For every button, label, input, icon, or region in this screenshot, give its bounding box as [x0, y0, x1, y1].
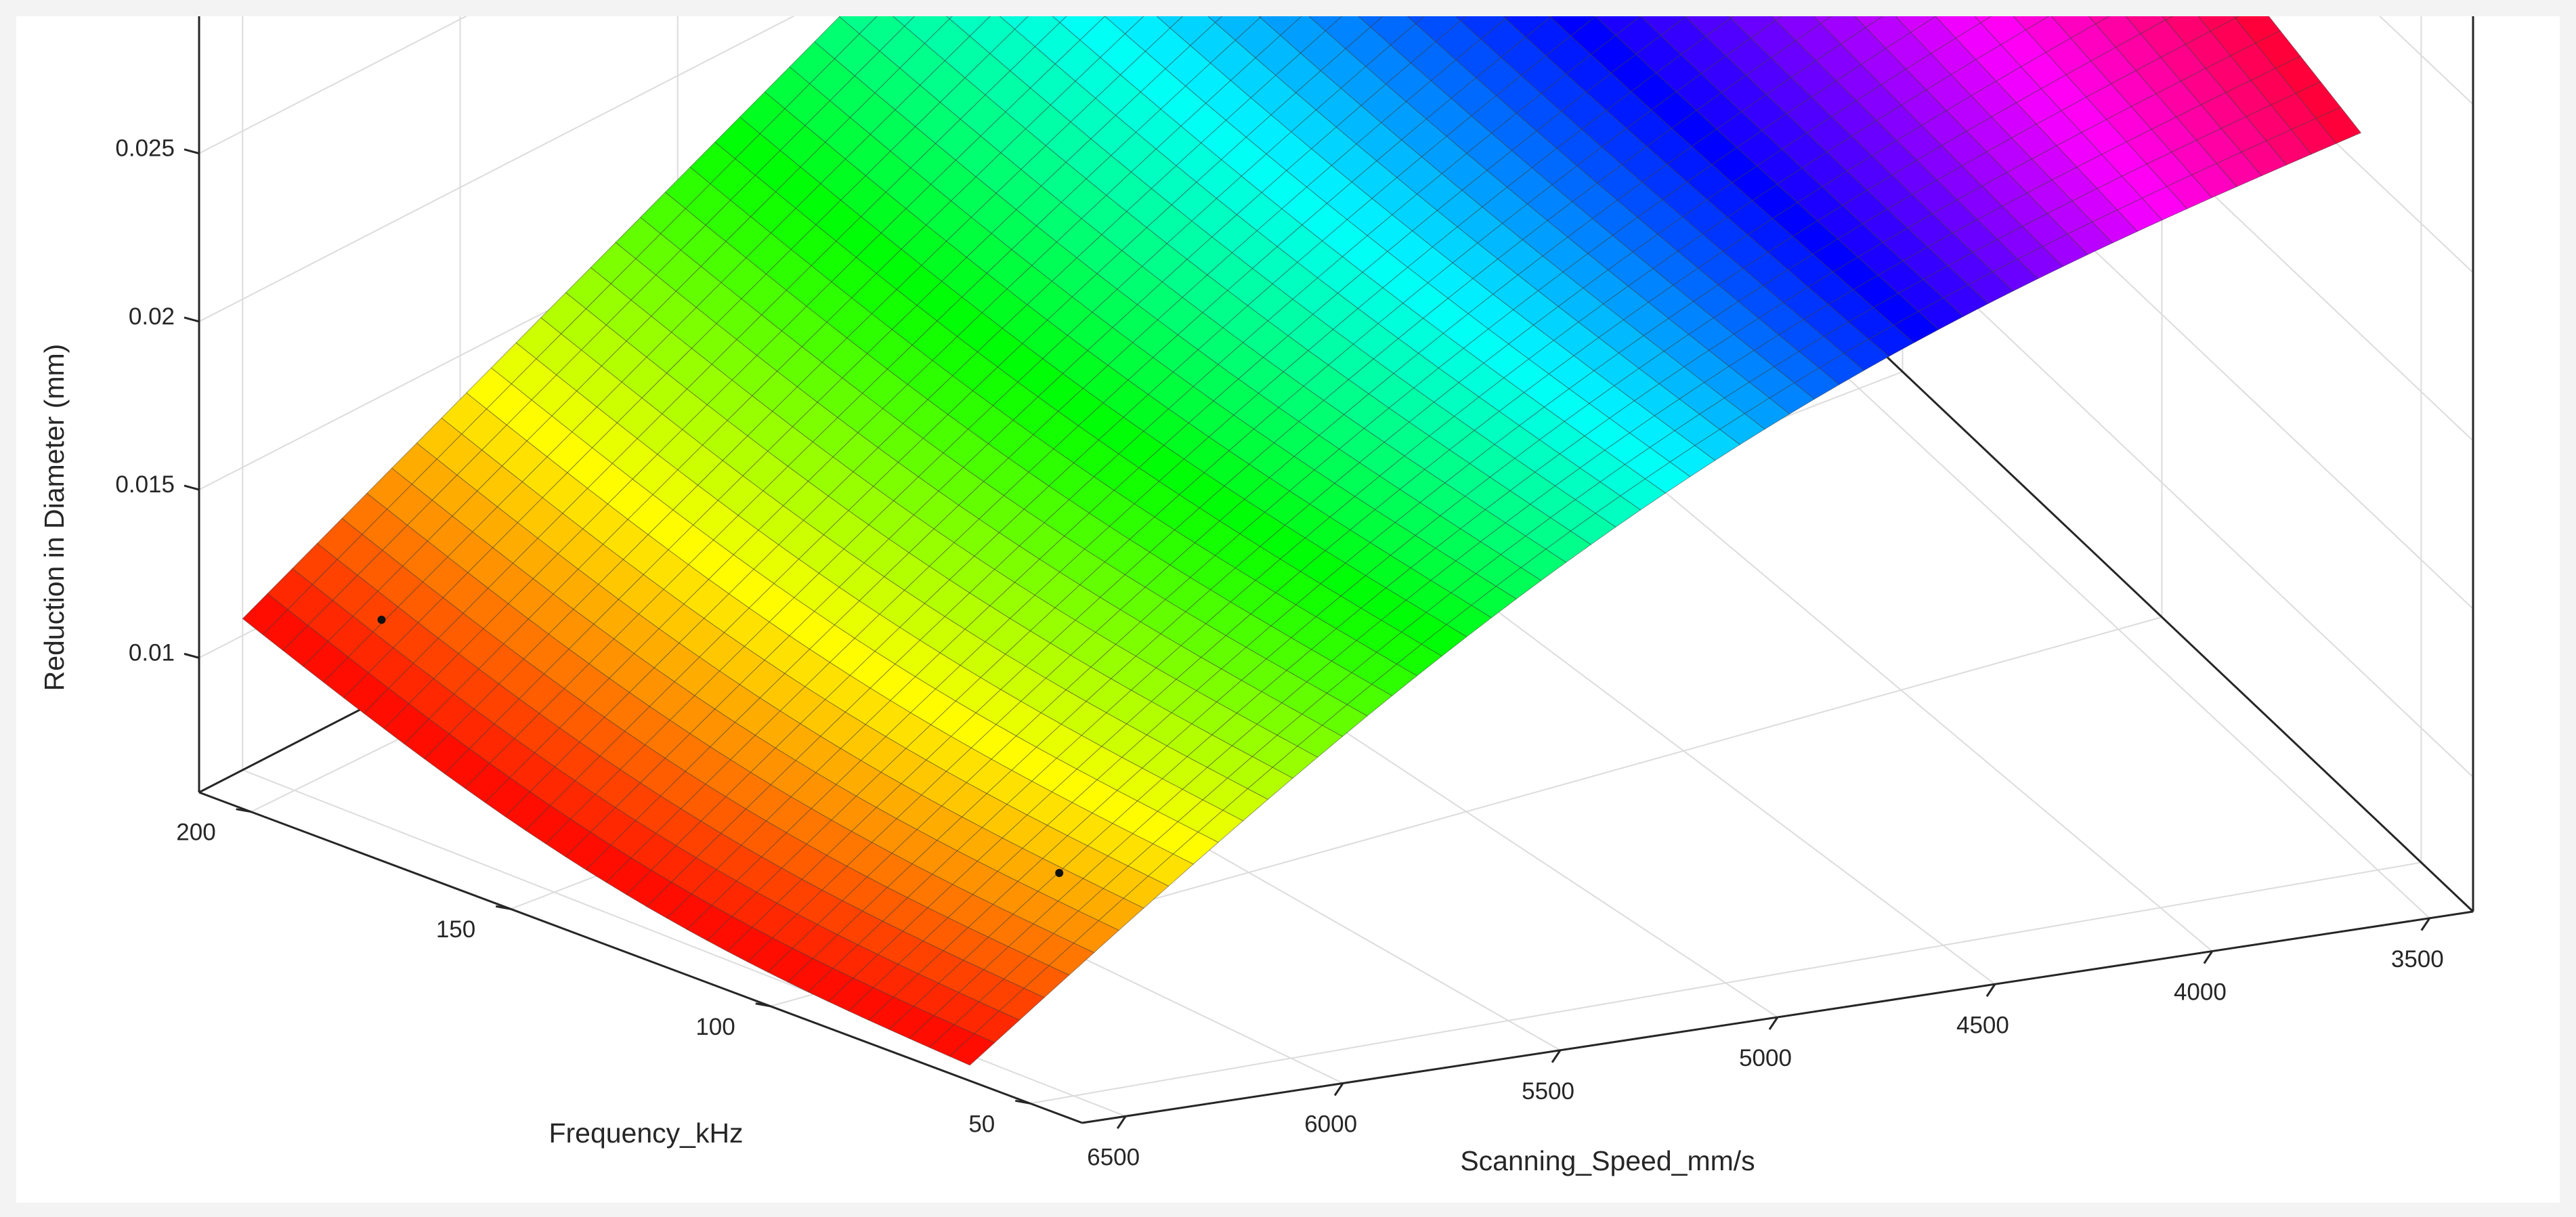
surface-facet: [1052, 16, 1067, 24]
grid-line-x-floor: [242, 769, 1126, 1117]
surface-facet: [1407, 16, 1425, 24]
surface-facet: [1974, 16, 1992, 24]
x-axis-title: Scanning_Speed_mm/s: [1460, 1145, 1755, 1176]
x-tick-label: 4000: [2174, 979, 2227, 1006]
y-tick-label: 50: [968, 1111, 995, 1137]
x-tick-label: 4500: [1956, 1012, 2009, 1038]
y-tick-mark: [755, 1002, 771, 1008]
z-tick-mark: [184, 652, 200, 659]
y-tick-label: 200: [176, 819, 215, 846]
x-tick-mark: [2420, 917, 2431, 931]
y-axis-title: Frequency_kHz: [549, 1117, 743, 1149]
y-tick-mark: [495, 905, 511, 910]
x-tick-label: 3500: [2391, 946, 2444, 973]
surface-facet: [1455, 16, 1467, 22]
grid-line-y-floor: [1030, 861, 2422, 1105]
x-tick-mark: [1333, 1082, 1344, 1096]
z-tick-label: 0.015: [115, 471, 175, 498]
y-tick-mark: [1015, 1099, 1031, 1105]
y-tick-mark: [236, 808, 251, 813]
y-tick-label: 150: [436, 916, 475, 943]
surface-plot: 3500 4000 4500 5000 5500 6000 6500 50 100 150 200 0…: [39, 16, 2474, 1176]
x-tick-label: 5500: [1522, 1078, 1574, 1105]
z-tick-label: 0.02: [129, 303, 175, 330]
z-tick-label: 0.01: [129, 639, 175, 666]
x-tick-mark: [1985, 983, 1996, 998]
surface-facet: [1813, 16, 1832, 24]
z-axis-title: Reduction in Diameter (mm): [39, 344, 70, 691]
surface-facet: [1771, 16, 1782, 21]
x-tick-mark: [1551, 1049, 1562, 1063]
figure-panel: 3500 4000 4500 5000 5500 6000 6500 50 100 150 200 0…: [16, 16, 2560, 1203]
surface-facet: [1358, 16, 1383, 28]
surface-facet: [949, 1033, 995, 1066]
y-tick-label: 100: [695, 1014, 735, 1040]
design-point: [1055, 869, 1064, 878]
tick-layer: 3500 4000 4500 5000 5500 6000 6500 50 100 150 200 0…: [115, 135, 2444, 1171]
surface-facet: [892, 16, 916, 27]
axes-edge-front: [198, 791, 1083, 1124]
design-points: [377, 616, 1064, 878]
z-tick-mark: [184, 484, 200, 491]
x-tick-mark: [1116, 1115, 1127, 1130]
surface-facet: [1156, 16, 1184, 29]
z-tick-mark: [184, 148, 200, 154]
surface-facet: [1502, 16, 1509, 20]
x-tick-label: 6000: [1304, 1111, 1357, 1138]
x-tick-label: 5000: [1739, 1045, 1792, 1071]
surface-facet: [1207, 16, 1223, 24]
x-tick-mark: [2203, 950, 2214, 964]
surface-mesh: [242, 16, 2362, 1066]
z-tick-mark: [184, 316, 200, 323]
design-point: [377, 616, 386, 624]
surface-facet: [946, 16, 953, 20]
x-tick-mark: [1768, 1017, 1779, 1030]
z-tick-label: 0.025: [115, 135, 175, 162]
x-tick-label: 6500: [1087, 1144, 1140, 1170]
